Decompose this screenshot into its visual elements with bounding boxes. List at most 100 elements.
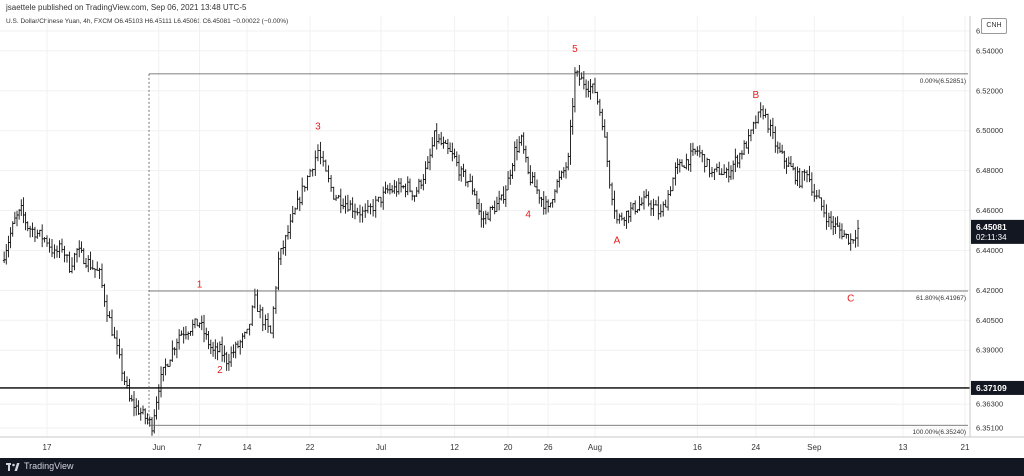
ohlc-bar — [749, 129, 753, 142]
ohlc-bar — [680, 159, 684, 167]
ohlc-bar — [103, 283, 106, 307]
price-tick-label: 6.54000 — [976, 46, 1003, 55]
ohlc-bar — [740, 150, 744, 160]
ohlc-bar — [130, 394, 134, 402]
ohlc-bar — [742, 140, 746, 155]
ohlc-bar — [300, 177, 304, 206]
ohlc-bar — [77, 240, 81, 258]
ohlc-bar — [100, 263, 104, 288]
time-axis: 17 Jun 7 14 22 Jul 12 20 26 Aug 16 24 Sep 13 21 — [43, 443, 970, 452]
ohlc-bar — [173, 347, 176, 356]
ohlc-bar — [296, 190, 299, 210]
fib-levels: 0.00%(6.52851) 61.80%(6.41967) 100.00%(6.3… — [0, 73, 970, 436]
ohlc-bar — [321, 150, 325, 167]
ohlc-bar — [395, 181, 398, 197]
ohlc-bar — [439, 131, 443, 146]
currency-badge[interactable]: CNH — [981, 18, 1007, 34]
ohlc-bar — [708, 159, 711, 178]
ohlc-bar — [337, 194, 340, 199]
ohlc-bar — [374, 195, 378, 218]
wave-label-a: A — [614, 235, 621, 246]
ohlc-bar — [428, 148, 432, 171]
ohlc-bar — [815, 190, 819, 200]
ohlc-bar — [810, 172, 814, 196]
ohlc-bar — [520, 134, 523, 146]
ohlc-bar — [764, 108, 767, 118]
ohlc-bar — [118, 338, 121, 359]
ohlc-bar — [589, 78, 592, 100]
ohlc-bar — [417, 178, 421, 194]
ohlc-bar — [558, 170, 561, 188]
time-tick-label: 20 — [504, 443, 513, 452]
ohlc-bar — [587, 80, 590, 98]
ohlc-bar — [435, 123, 439, 150]
wave-labels: 1 2 3 4 5 A B C — [197, 44, 855, 376]
ohlc-bar — [26, 221, 30, 232]
ohlc-bar — [629, 202, 633, 222]
ohlc-bar — [522, 132, 525, 154]
ohlc-bar — [189, 330, 192, 336]
time-tick-label: 14 — [243, 443, 252, 452]
ohlc-bar — [227, 353, 231, 371]
ohlc-bar — [457, 154, 461, 181]
ohlc-bar — [829, 211, 833, 230]
ohlc-bar — [351, 197, 354, 219]
price-tick-label: 6.52000 — [976, 86, 1003, 95]
ohlc-bar — [422, 174, 425, 191]
ohlc-bar — [593, 77, 597, 94]
ohlc-bar — [529, 165, 532, 186]
ohlc-bar — [803, 169, 806, 181]
ohlc-bar — [464, 169, 468, 187]
ohlc-bar — [486, 211, 490, 220]
ohlc-bar — [504, 185, 508, 207]
ohlc-bar — [406, 176, 410, 196]
ohlc-bar — [232, 344, 235, 358]
ohlc-bar — [204, 327, 208, 340]
ohlc-bar — [348, 200, 352, 211]
ohlc-bar — [166, 363, 170, 368]
ohlc-bar — [125, 376, 129, 389]
ohlc-bar — [495, 196, 499, 212]
wave-label-5: 5 — [572, 44, 578, 55]
ohlc-bar — [65, 254, 69, 263]
ohlc-bar — [327, 165, 330, 183]
ohlc-bar — [324, 159, 328, 172]
publish-header: jsaettele published on TradingView.com, … — [0, 0, 1024, 16]
ohlc-bar — [540, 196, 543, 207]
ohlc-bar — [674, 162, 677, 186]
ohlc-bar — [184, 326, 188, 340]
wave-label-3: 3 — [315, 122, 321, 133]
ohlc-bar — [256, 289, 259, 313]
price-chart[interactable]: 0.00%(6.52851) 61.80%(6.41967) 100.00%(6.3… — [0, 0, 1024, 458]
ohlc-bar — [849, 233, 853, 251]
ohlc-bar — [134, 398, 138, 416]
ohlc-bar — [517, 136, 521, 153]
ohlc-bar — [390, 185, 394, 194]
ohlc-bar — [791, 162, 795, 171]
ohlc-bar — [369, 203, 372, 215]
ohlc-bar — [426, 156, 430, 170]
ohlc-bar — [356, 207, 359, 216]
ohlc-bar — [698, 145, 702, 158]
ohlc-bar — [250, 305, 254, 327]
ohlc-bar — [685, 153, 688, 170]
time-tick-label: Jun — [152, 443, 165, 452]
ohlc-bar — [729, 165, 733, 180]
ohlc-bar — [664, 199, 667, 208]
ohlc-bar — [58, 240, 61, 258]
ohlc-bar — [610, 182, 614, 206]
ohlc-bar — [225, 351, 228, 371]
ohlc-bar — [500, 194, 503, 201]
ohlc-bar — [264, 314, 267, 331]
ohlc-bar — [584, 79, 588, 98]
ohlc-bar — [43, 237, 46, 243]
ohlc-bar — [580, 72, 583, 80]
price-tick-label: 6.48000 — [976, 166, 1003, 175]
ohlc-bar — [524, 145, 528, 163]
ohlc-bar — [24, 211, 27, 231]
footer-brand: TradingView — [24, 461, 74, 471]
ohlc-bar — [180, 330, 183, 336]
ohlc-bar — [289, 214, 292, 240]
ohlc-bar — [659, 204, 663, 218]
ohlc-bar — [146, 413, 149, 425]
